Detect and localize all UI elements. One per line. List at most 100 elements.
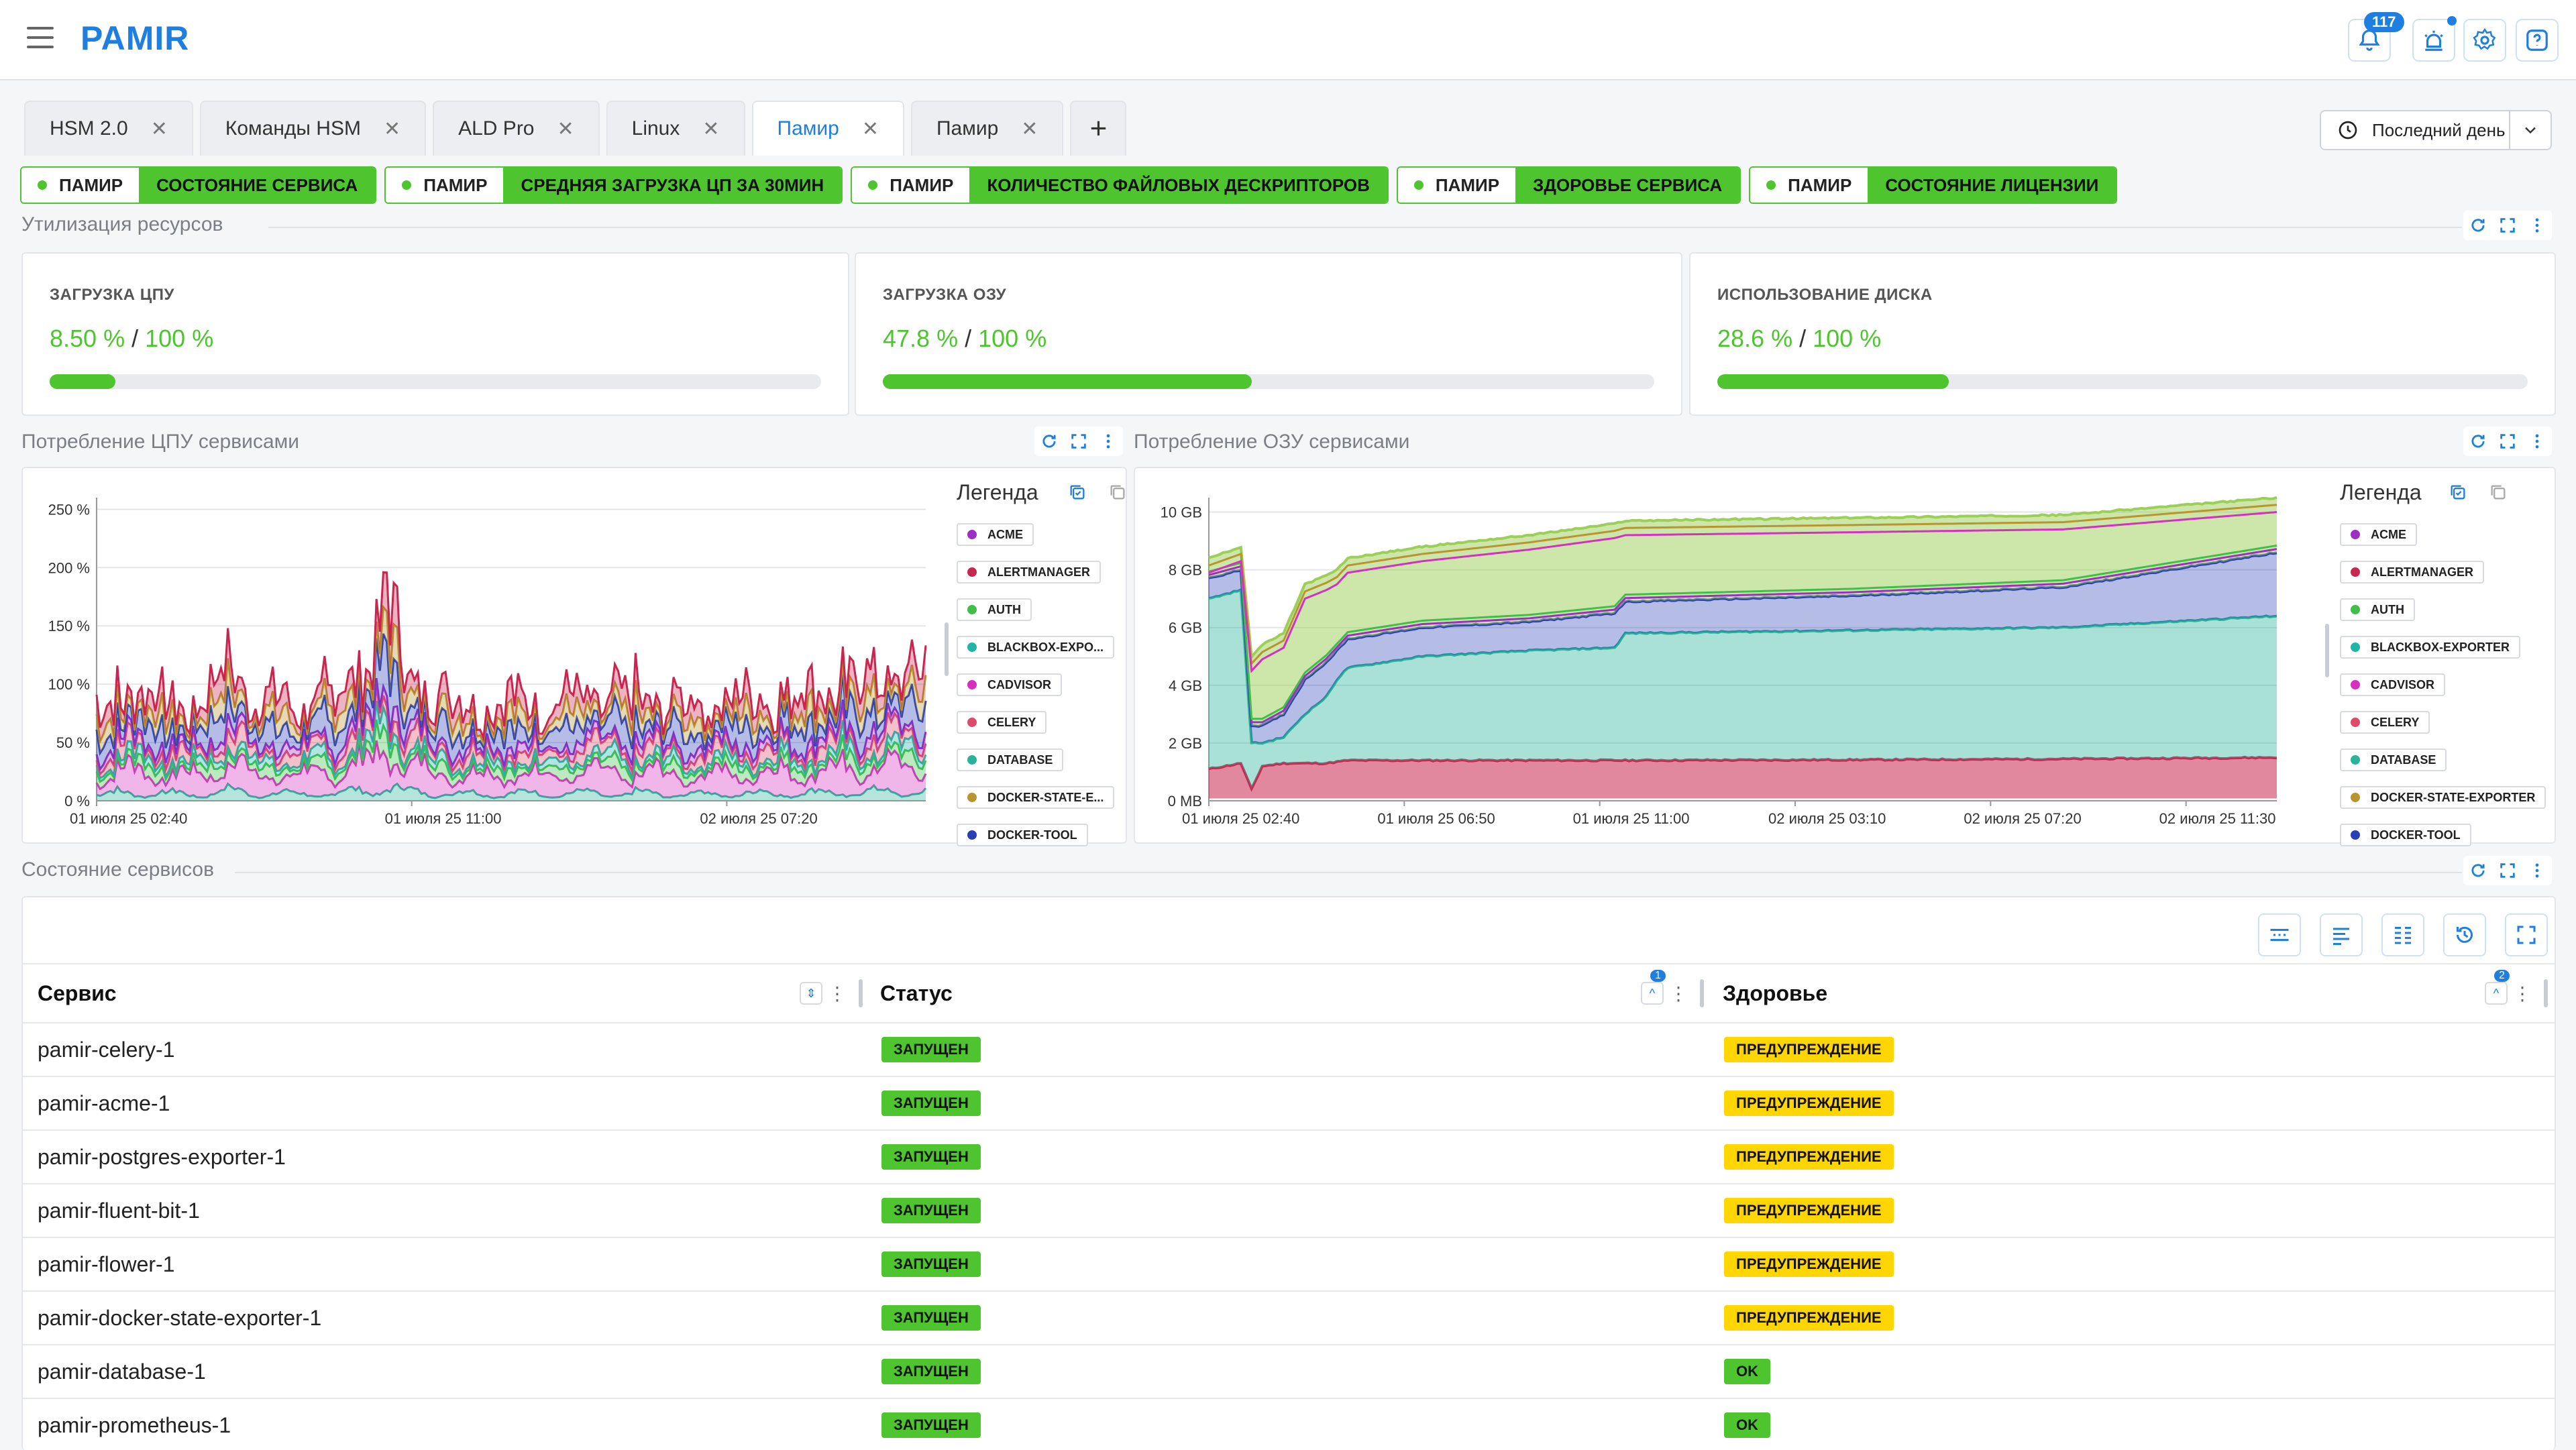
status-chip[interactable]: ПАМИР ЗДОРОВЬЕ СЕРВИСА — [1396, 166, 1741, 204]
legend-item[interactable]: DOCKER-TOOL — [957, 824, 1088, 846]
status-chip[interactable]: ПАМИР СРЕДНЯЯ ЗАГРУЗКА ЦП ЗА 30МИН — [384, 166, 843, 204]
close-icon[interactable]: ✕ — [1021, 117, 1038, 140]
ram-series-line — [1208, 496, 2277, 661]
column-resize-handle[interactable] — [2544, 979, 2548, 1007]
table-row[interactable]: pamir-docker-state-exporter-1 ЗАПУЩЕН ПРЕД… — [23, 1290, 2555, 1344]
service-sort-controls: ⇕ ⋮ — [800, 982, 847, 1005]
tab-3[interactable]: Linux ✕ — [606, 101, 745, 156]
sort-icon[interactable]: ⇕ — [800, 982, 822, 1005]
legend-item[interactable]: DATABASE — [957, 748, 1064, 771]
chevron-down-icon[interactable] — [2510, 121, 2551, 140]
add-tab-button[interactable]: + — [1070, 101, 1127, 156]
fullscreen-icon[interactable] — [1064, 427, 1093, 456]
reset-icon[interactable] — [2443, 913, 2486, 956]
legend-item[interactable]: AUTH — [2340, 598, 2415, 621]
more-vertical-icon[interactable]: ⋮ — [1669, 983, 1688, 1004]
more-vertical-icon[interactable] — [2522, 856, 2552, 885]
legend-item[interactable]: ALERTMANAGER — [957, 561, 1101, 583]
alarm-button[interactable] — [2412, 16, 2457, 62]
legend-item[interactable]: DOCKER-STATE-EXPORTER — [2340, 786, 2546, 809]
fullscreen-icon[interactable] — [2493, 856, 2522, 885]
column-header-service[interactable]: Сервис — [38, 981, 117, 1005]
filter-lines-icon[interactable] — [2320, 913, 2363, 956]
table-row[interactable]: pamir-flower-1 ЗАПУЩЕН ПРЕДУПРЕЖДЕНИЕ — [23, 1237, 2555, 1290]
fullscreen-icon[interactable] — [2505, 913, 2548, 956]
legend-item[interactable]: BLACKBOX-EXPO... — [957, 636, 1115, 659]
tab-1[interactable]: Команды HSM ✕ — [199, 101, 427, 156]
notifications-button[interactable]: 117 — [2348, 12, 2404, 62]
refresh-icon[interactable] — [1034, 427, 1064, 456]
time-range-select[interactable]: Последний день — [2320, 110, 2552, 150]
more-vertical-icon[interactable]: ⋮ — [2513, 983, 2532, 1004]
y-tick-label: 8 GB — [1169, 562, 1202, 579]
close-icon[interactable]: ✕ — [861, 117, 879, 140]
metric-progress-track — [50, 374, 821, 389]
legend-deselect-all-icon[interactable] — [2485, 479, 2512, 506]
settings-button[interactable] — [2463, 19, 2506, 62]
status-chip[interactable]: ПАМИР КОЛИЧЕСТВО ФАЙЛОВЫХ ДЕСКРИПТОРОВ — [851, 166, 1389, 204]
table-row[interactable]: pamir-prometheus-1 ЗАПУЩЕН OK — [23, 1398, 2555, 1450]
status-chips: ПАМИР СОСТОЯНИЕ СЕРВИСА ПАМИР СРЕДНЯЯ ЗАГРУ… — [20, 166, 2125, 204]
legend-label: CELERY — [987, 715, 1036, 729]
legend-label: DATABASE — [2371, 752, 2436, 767]
columns-icon[interactable] — [2381, 913, 2424, 956]
legend-item[interactable]: DATABASE — [2340, 748, 2447, 771]
refresh-icon[interactable] — [2463, 856, 2493, 885]
tab-4[interactable]: Памир ✕ — [751, 101, 904, 156]
legend-label: BLACKBOX-EXPORTER — [2371, 640, 2510, 654]
tab-0[interactable]: HSM 2.0 ✕ — [24, 101, 193, 156]
column-resize-handle[interactable] — [1700, 979, 1704, 1007]
more-vertical-icon[interactable]: ⋮ — [828, 983, 847, 1004]
legend-deselect-all-icon[interactable] — [1104, 479, 1131, 506]
table-row[interactable]: pamir-fluent-bit-1 ЗАПУЩЕН ПРЕДУПРЕЖДЕНИЕ — [23, 1183, 2555, 1237]
column-resize-handle[interactable] — [859, 979, 863, 1007]
help-button[interactable] — [2516, 19, 2559, 62]
legend-scrollbar[interactable] — [2325, 624, 2329, 677]
legend-item[interactable]: CADVISOR — [957, 673, 1063, 696]
close-icon[interactable]: ✕ — [150, 117, 168, 140]
fullscreen-icon[interactable] — [2493, 427, 2522, 456]
status-chip[interactable]: ПАМИР СОСТОЯНИЕ ЛИЦЕНЗИИ — [1749, 166, 2118, 204]
status-chip[interactable]: ПАМИР СОСТОЯНИЕ СЕРВИСА — [20, 166, 377, 204]
fullscreen-icon[interactable] — [2493, 211, 2522, 240]
row-density-icon[interactable] — [2258, 913, 2301, 956]
tab-label: Linux — [631, 117, 680, 140]
legend-item[interactable]: BLACKBOX-EXPORTER — [2340, 636, 2521, 659]
legend-item[interactable]: ALERTMANAGER — [2340, 561, 2484, 583]
table-row[interactable]: pamir-database-1 ЗАПУЩЕН OK — [23, 1344, 2555, 1398]
legend-select-all-icon[interactable] — [1064, 479, 1091, 506]
close-icon[interactable]: ✕ — [702, 117, 720, 140]
legend-item[interactable]: DOCKER-TOOL — [2340, 824, 2471, 846]
legend-item[interactable]: AUTH — [957, 598, 1032, 621]
legend-item[interactable]: CELERY — [957, 711, 1047, 734]
more-vertical-icon[interactable] — [2522, 211, 2552, 240]
more-vertical-icon[interactable] — [2522, 427, 2552, 456]
legend-select-all-icon[interactable] — [2445, 479, 2471, 506]
sort-asc-icon[interactable]: ^ 1 — [1641, 970, 1666, 1005]
tab-2[interactable]: ALD Pro ✕ — [433, 101, 600, 156]
close-icon[interactable]: ✕ — [557, 117, 574, 140]
legend-item[interactable]: DOCKER-STATE-E... — [957, 786, 1115, 809]
column-header-status[interactable]: Статус — [880, 981, 953, 1005]
status-cell: ЗАПУЩЕН — [881, 1238, 981, 1290]
tab-5[interactable]: Памир ✕ — [910, 101, 1064, 156]
refresh-icon[interactable] — [2463, 211, 2493, 240]
metric-current: 28.6 % — [1717, 325, 1793, 352]
table-row[interactable]: pamir-postgres-exporter-1 ЗАПУЩЕН ПРЕДУПРЕ… — [23, 1129, 2555, 1183]
legend-item[interactable]: CADVISOR — [2340, 673, 2446, 696]
table-row[interactable]: pamir-acme-1 ЗАПУЩЕН ПРЕДУПРЕЖДЕНИЕ — [23, 1076, 2555, 1129]
refresh-icon[interactable] — [2463, 427, 2493, 456]
legend-item[interactable]: ACME — [2340, 523, 2417, 546]
legend-item[interactable]: CELERY — [2340, 711, 2430, 734]
more-vertical-icon[interactable] — [1093, 427, 1123, 456]
sort-asc-icon[interactable]: ^ 2 — [2485, 970, 2510, 1005]
column-header-health[interactable]: Здоровье — [1723, 981, 1828, 1005]
legend-item[interactable]: ACME — [957, 523, 1034, 546]
menu-icon[interactable] — [27, 27, 54, 50]
close-icon[interactable]: ✕ — [383, 117, 401, 140]
table-row[interactable]: pamir-celery-1 ЗАПУЩЕН ПРЕДУПРЕЖДЕНИЕ — [23, 1022, 2555, 1076]
cpu-panel-title: Потребление ЦПУ сервисами — [21, 431, 300, 453]
health-sort-controls: ^ 2 ⋮ — [2485, 970, 2532, 1005]
legend-scrollbar[interactable] — [945, 622, 949, 676]
app-logo[interactable]: PAMIR — [80, 19, 190, 57]
